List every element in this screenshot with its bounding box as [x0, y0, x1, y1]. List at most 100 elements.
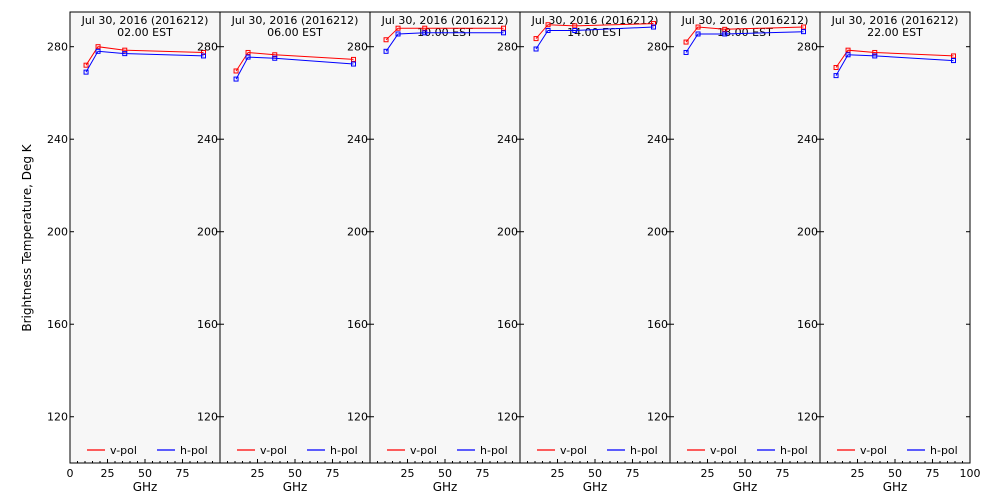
plot-area	[519, 11, 671, 464]
panel-title: Jul 30, 2016 (2016212)	[531, 14, 659, 27]
y-tick-label: 200	[197, 226, 218, 239]
data-point-v-pol	[533, 36, 539, 42]
y-tick-label: 240	[47, 133, 68, 146]
series-line-v-pol	[835, 49, 954, 68]
x-axis-title: GHz	[733, 480, 758, 494]
data-point-h-pol	[533, 46, 539, 52]
y-tick-label: 240	[197, 133, 218, 146]
data-point-h-pol	[872, 53, 878, 59]
data-point-h-pol	[683, 49, 689, 55]
panel-title: Jul 30, 2016 (2016212)	[81, 14, 209, 27]
x-tick-label: 50	[738, 467, 752, 480]
data-point-h-pol	[651, 24, 656, 30]
legend-label: h-pol	[780, 444, 808, 457]
y-tick-label: 120	[497, 411, 518, 424]
x-axis-title: GHz	[433, 480, 458, 494]
data-point-v-pol	[722, 26, 728, 32]
chart-panel: Jul 30, 2016 (2016212)18.00 EST120160200…	[647, 11, 821, 494]
chart-panel: Jul 30, 2016 (2016212)14.00 EST120160200…	[497, 11, 671, 494]
plot-area	[369, 11, 521, 464]
data-point-h-pol	[122, 51, 128, 57]
y-tick-label: 200	[47, 226, 68, 239]
series-line-v-pol	[85, 46, 204, 66]
y-tick-label: 200	[347, 226, 368, 239]
chart-panel: Jul 30, 2016 (2016212)02.00 EST 120 160 200…	[47, 11, 221, 494]
y-tick-label: 120	[797, 411, 818, 424]
y-tick-label: 160	[797, 318, 818, 331]
panel-title: Jul 30, 2016 (2016212)	[231, 14, 359, 27]
y-tick-label: 120	[647, 411, 668, 424]
legend-label: v-pol	[560, 444, 587, 457]
data-point-h-pol	[951, 58, 956, 64]
x-tick-label: 25	[551, 467, 565, 480]
x-tick-label: 75	[476, 467, 490, 480]
data-point-v-pol	[845, 47, 851, 53]
data-point-v-pol	[951, 53, 956, 59]
data-point-h-pol	[695, 31, 701, 37]
series-line-v-pol	[535, 23, 654, 39]
data-point-v-pol	[83, 62, 89, 68]
data-point-v-pol	[272, 52, 278, 58]
data-point-v-pol	[572, 23, 578, 29]
x-tick-label: 0	[67, 467, 74, 480]
x-axis-title: GHz	[583, 480, 608, 494]
y-tick-label: 200	[797, 226, 818, 239]
y-tick-label: 240	[497, 133, 518, 146]
data-point-h-pol	[801, 29, 806, 35]
series-line-v-pol	[685, 26, 804, 43]
x-tick-label: 50	[588, 467, 602, 480]
y-tick-label: 160	[647, 318, 668, 331]
series-line-h-pol	[85, 50, 204, 73]
plot-area	[219, 11, 371, 464]
legend-label: v-pol	[710, 444, 737, 457]
data-point-v-pol	[872, 49, 878, 55]
data-point-h-pol	[83, 69, 89, 75]
data-point-h-pol	[722, 31, 728, 37]
data-point-v-pol	[683, 39, 689, 45]
data-point-h-pol	[272, 55, 278, 61]
data-point-h-pol	[383, 48, 389, 54]
panel-title: Jul 30, 2016 (2016212)	[831, 14, 959, 27]
data-point-v-pol	[395, 25, 401, 31]
data-point-h-pol	[572, 28, 578, 34]
data-point-h-pol	[201, 53, 206, 59]
x-tick-label: 25	[101, 467, 115, 480]
series-line-h-pol	[535, 26, 654, 50]
y-tick-label: 280	[497, 41, 518, 54]
data-point-v-pol	[122, 47, 128, 53]
panel-subtitle: 02.00 EST	[117, 26, 173, 39]
data-point-h-pol	[395, 31, 401, 37]
x-axis-title: GHz	[133, 480, 158, 494]
data-point-h-pol	[422, 30, 428, 36]
data-point-h-pol	[833, 73, 839, 79]
y-tick-label: 200	[647, 226, 668, 239]
data-point-v-pol	[383, 37, 389, 43]
y-tick-label: 160	[197, 318, 218, 331]
series-line-v-pol	[385, 27, 504, 41]
chart-panels: Jul 30, 2016 (2016212)02.00 EST120160200…	[47, 11, 981, 494]
data-point-v-pol	[95, 44, 101, 50]
x-tick-label: 75	[326, 467, 340, 480]
legend-label: h-pol	[630, 444, 658, 457]
legend-label: h-pol	[180, 444, 208, 457]
chart-panel: Jul 30, 2016 (2016212)10.00 EST120160200…	[347, 11, 521, 494]
x-tick-label: 75	[776, 467, 790, 480]
x-tick-label: 50	[288, 467, 302, 480]
series-line-h-pol	[685, 31, 804, 53]
panel-title: Jul 30, 2016 (2016212)	[681, 14, 809, 27]
x-tick-label: 50	[888, 467, 902, 480]
y-tick-label: 120	[347, 411, 368, 424]
data-point-v-pol	[695, 24, 701, 30]
legend-label: v-pol	[860, 444, 887, 457]
data-point-v-pol	[545, 22, 551, 28]
data-point-h-pol	[233, 76, 239, 82]
data-point-h-pol	[501, 30, 506, 36]
data-point-v-pol	[233, 68, 239, 74]
y-tick-label: 160	[347, 318, 368, 331]
y-tick-label: 240	[647, 133, 668, 146]
series-line-h-pol	[235, 56, 354, 80]
x-axis-title: GHz	[883, 480, 908, 494]
data-point-v-pol	[245, 49, 251, 55]
x-axis-title: GHz	[283, 480, 308, 494]
data-point-h-pol	[845, 52, 851, 58]
